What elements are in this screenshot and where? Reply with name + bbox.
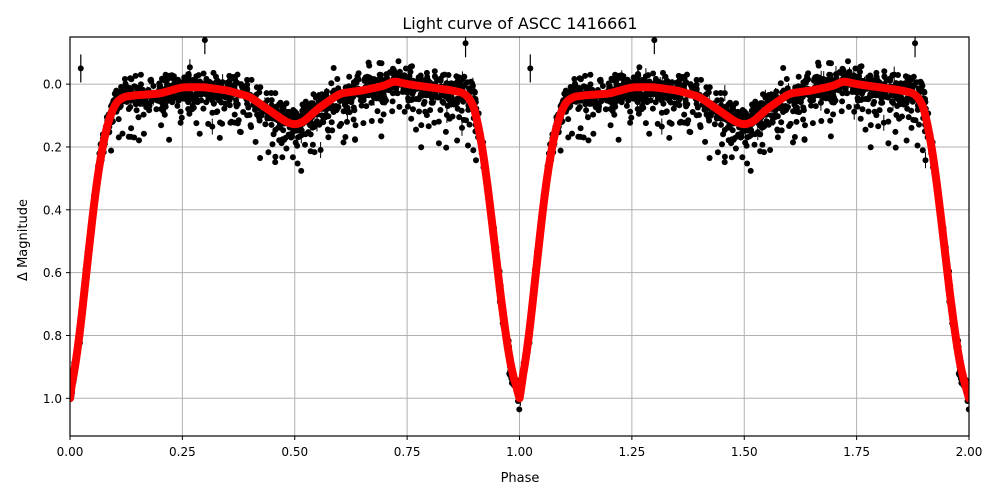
y-tick-label: 0.4 [43,203,62,217]
x-tick-label: 1.75 [843,445,870,459]
x-tick-label: 0.75 [394,445,421,459]
x-axis-label: Phase [501,471,540,486]
y-axis-ticks: 0.0 0.2 0.4 0.6 0.8 1.0 [43,78,70,406]
x-tick-label: 0.00 [57,445,84,459]
y-tick-label: 0.6 [43,266,62,280]
x-tick-label: 0.25 [169,445,196,459]
x-axis-ticks: 0.00 0.25 0.50 0.75 1.00 1.25 1.50 1.75 2.00 [57,436,983,459]
y-tick-label: 0.2 [43,140,62,154]
y-axis-label: Δ Magnitude [16,199,31,281]
y-tick-label: 0.0 [43,78,62,92]
chart-title: Light curve of ASCC 1416661 [402,14,637,33]
y-tick-label: 0.8 [43,329,62,343]
x-tick-label: 1.00 [506,445,533,459]
x-tick-label: 0.50 [281,445,308,459]
x-tick-label: 1.50 [731,445,758,459]
x-tick-label: 1.25 [619,445,646,459]
x-tick-label: 2.00 [956,445,983,459]
y-tick-label: 1.0 [43,392,62,406]
model-curve [70,77,969,403]
